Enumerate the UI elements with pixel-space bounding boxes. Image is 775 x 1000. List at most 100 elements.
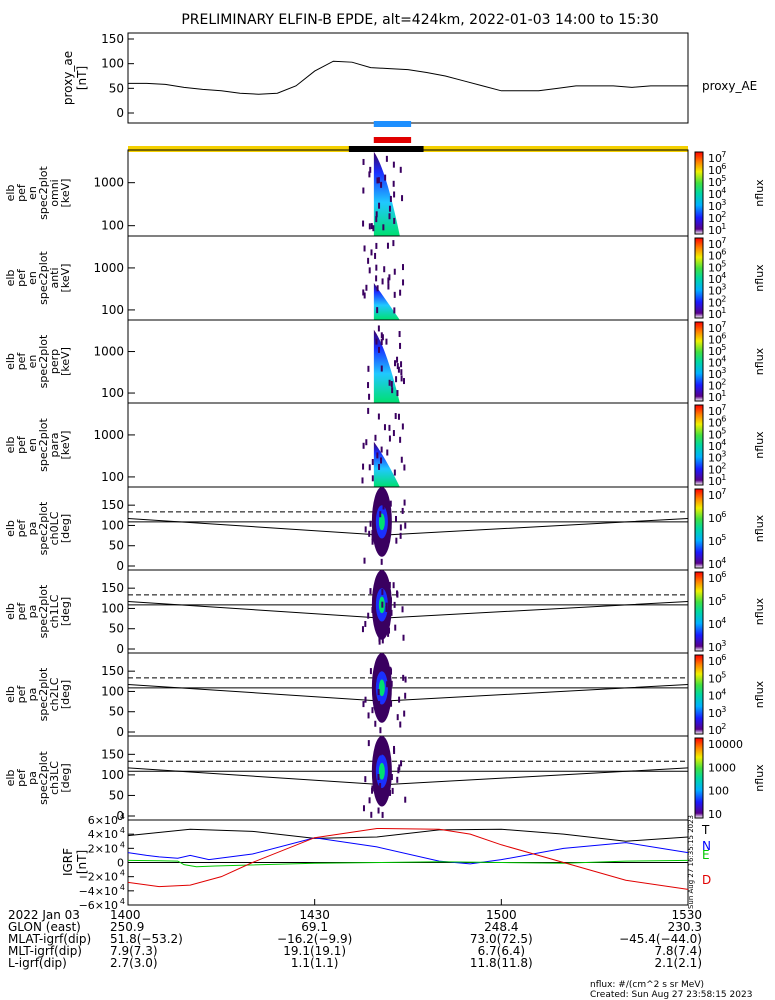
flux-blob bbox=[373, 441, 400, 487]
colorbar-label: nflux bbox=[753, 764, 766, 792]
ae-tick-label: 50 bbox=[109, 81, 124, 95]
spec-label-line: en bbox=[26, 186, 39, 200]
flux-speckle bbox=[378, 635, 381, 642]
flux-speckle bbox=[378, 202, 381, 209]
loss-cone-line bbox=[127, 518, 689, 536]
colorbar-tick-label: 10 7 bbox=[708, 487, 726, 502]
flux-speckle bbox=[381, 601, 384, 608]
flux-speckle bbox=[403, 499, 406, 506]
flux-speckle bbox=[381, 637, 384, 644]
colorbar-tick-exp: 5 bbox=[721, 593, 726, 602]
colorbar-tick-base: 10 bbox=[708, 273, 722, 286]
flux-speckle bbox=[394, 413, 397, 420]
pa-tick-label: 50 bbox=[109, 622, 124, 636]
colorbar-tick-exp: 4 bbox=[721, 355, 726, 364]
spec-label-line: ch0LC bbox=[48, 511, 61, 545]
colorbar-tick-base: 10 bbox=[708, 572, 722, 585]
flux-speckle bbox=[364, 776, 367, 783]
flux-blob-core bbox=[378, 762, 385, 780]
igrf-tick-base: 4×10 bbox=[88, 828, 118, 841]
flux-speckle bbox=[387, 283, 390, 290]
colorbar-label: nflux bbox=[753, 514, 766, 542]
flux-speckle bbox=[386, 242, 389, 249]
flux-speckle bbox=[397, 366, 400, 373]
colorbar-tick-label: 10 5 bbox=[708, 426, 726, 441]
colorbar-tick-base: 10 bbox=[708, 261, 722, 274]
flux-speckle bbox=[388, 274, 391, 281]
flux-speckle bbox=[371, 522, 374, 529]
colorbar-tick-label: 10 1 bbox=[708, 306, 726, 321]
flux-speckle bbox=[392, 582, 395, 589]
flux-speckle bbox=[396, 714, 399, 721]
flux-speckle bbox=[371, 475, 374, 482]
flux-speckle bbox=[388, 213, 391, 220]
colorbar-tick-label: 10 6 bbox=[708, 248, 726, 263]
pa-tick-label: 150 bbox=[101, 747, 124, 761]
loss-cone-line bbox=[127, 767, 689, 786]
flux-speckle bbox=[362, 805, 365, 812]
flux-speckle bbox=[375, 216, 378, 223]
flux-speckle bbox=[391, 387, 394, 394]
colorbar-tick-label: 10 bbox=[708, 808, 722, 821]
spec-label-line: en bbox=[26, 271, 39, 285]
flux-speckle bbox=[367, 612, 370, 619]
axis-row-value: 11.8(11.8) bbox=[470, 956, 533, 970]
colorbar-tick-base: 10 bbox=[708, 452, 722, 465]
spec-label-line: elb bbox=[4, 270, 17, 287]
colorbar-tick-label: 10 3 bbox=[708, 705, 726, 720]
igrf-tick-label: 4×10 4 bbox=[88, 826, 125, 841]
flux-speckle bbox=[378, 638, 381, 645]
colorbar-tick-base: 10 bbox=[708, 357, 722, 370]
flux-speckle bbox=[377, 689, 380, 696]
energy-tick-label: 100 bbox=[101, 386, 124, 400]
colorbar-label: nflux bbox=[753, 680, 766, 708]
colorbar-tick-base: 10 bbox=[708, 535, 722, 548]
flux-speckle bbox=[369, 520, 372, 527]
colorbar-tick-base: 10 bbox=[708, 238, 722, 251]
flux-speckle bbox=[364, 526, 367, 533]
loss-cone-line bbox=[127, 684, 689, 702]
flux-speckle bbox=[399, 436, 402, 443]
colorbar-tick-base: 10 bbox=[708, 296, 722, 309]
flux-speckle bbox=[404, 692, 407, 699]
flux-speckle bbox=[372, 771, 375, 778]
colorbar-tick-exp: 3 bbox=[721, 366, 726, 375]
colorbar-tick-exp: 3 bbox=[721, 198, 726, 207]
flux-speckle bbox=[362, 187, 365, 194]
spec-label-line: spec2plot bbox=[37, 584, 50, 638]
ae-series-label: proxy_AE bbox=[702, 79, 757, 93]
energy-tick-label: 100 bbox=[101, 303, 124, 317]
colorbar-tick-base: 100 bbox=[708, 785, 729, 798]
flux-speckle bbox=[370, 223, 373, 230]
spec-frame bbox=[127, 652, 689, 737]
footer-created: Created: Sun Aug 27 23:58:15 2023 bbox=[590, 990, 752, 1000]
colorbar-tick-base: 10 bbox=[708, 152, 722, 165]
colorbar-tick-base: 10 bbox=[708, 428, 722, 441]
igrf-series-D bbox=[127, 827, 689, 890]
colorbar-tick-label: 10 3 bbox=[708, 366, 726, 381]
spec-frame bbox=[127, 735, 689, 821]
flux-speckle bbox=[371, 529, 374, 536]
igrf-tick-base: −2×10 bbox=[79, 871, 118, 884]
flux-speckle bbox=[387, 630, 390, 637]
axis-row-label: MLT-igrf(dip) bbox=[8, 944, 82, 958]
igrf-tick-label: 2×10 4 bbox=[88, 840, 125, 855]
colorbar-tick-base: 10 bbox=[708, 164, 722, 177]
colorbar-tick-base: 10 bbox=[708, 707, 722, 720]
spec-label-line: spec2plot bbox=[37, 251, 50, 305]
flux-speckle bbox=[370, 811, 373, 818]
colorbar-tick-base: 10 bbox=[708, 618, 722, 631]
colorbar-tick-label: 10 7 bbox=[708, 403, 726, 418]
flux-speckle bbox=[404, 676, 407, 683]
colorbar-tick-exp: 6 bbox=[721, 653, 726, 662]
spec-label-line: [keV] bbox=[59, 264, 72, 293]
flux-speckle bbox=[393, 217, 396, 224]
flux-speckle bbox=[398, 696, 401, 703]
flux-speckle bbox=[393, 601, 396, 608]
igrf-legend-T: T bbox=[701, 823, 710, 837]
flux-speckle bbox=[396, 390, 399, 397]
igrf-panel: 6×10 44×10 42×10 40−2×10 4−4×10 4−6×10 4TNEDSu… bbox=[61, 812, 711, 912]
pa-tick-label: 50 bbox=[109, 539, 124, 553]
